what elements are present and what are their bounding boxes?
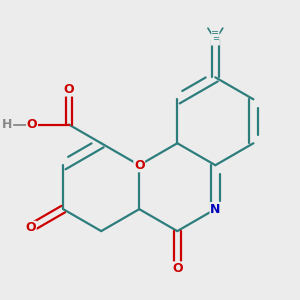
Text: O: O <box>64 83 74 96</box>
Text: =: = <box>211 35 219 45</box>
Text: O: O <box>27 118 38 131</box>
Text: O: O <box>134 159 145 172</box>
Text: =: = <box>212 35 219 44</box>
Text: N: N <box>210 202 220 216</box>
Text: O: O <box>26 221 36 234</box>
Text: H: H <box>2 118 13 131</box>
Text: O: O <box>172 262 183 275</box>
Text: =: = <box>211 28 219 38</box>
Text: =: = <box>212 34 219 43</box>
